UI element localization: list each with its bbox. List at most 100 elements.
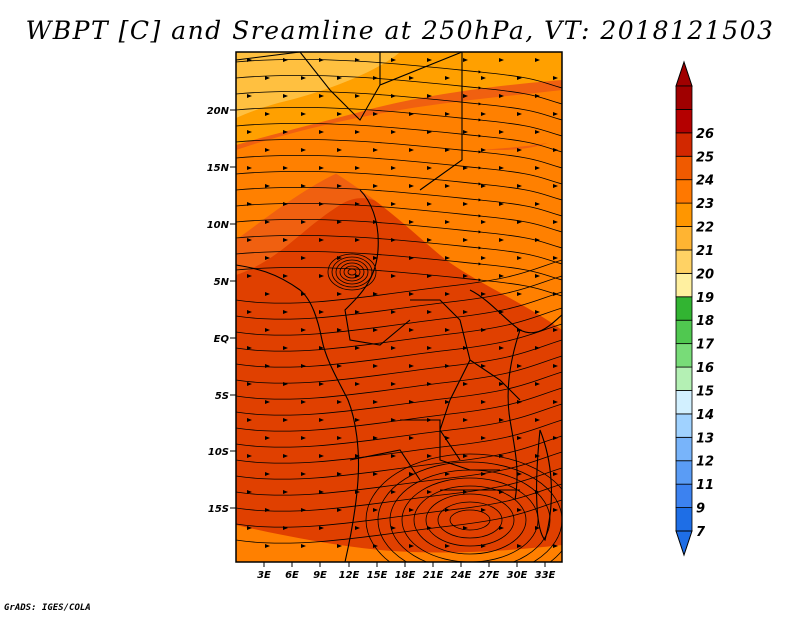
streamline-arrow (463, 346, 468, 350)
streamline-arrow (427, 346, 432, 350)
streamline-arrow (337, 544, 342, 548)
streamline-arrow (409, 364, 414, 368)
colorbar-label: 16 (696, 361, 714, 376)
streamline-arrow (427, 130, 432, 134)
colorbar-swatch (675, 390, 693, 415)
streamline (236, 499, 562, 544)
field-region-22-east (330, 135, 562, 330)
streamline-arrow (337, 400, 342, 404)
streamline-arrow (517, 472, 522, 476)
streamline-arrow (535, 346, 540, 350)
streamline-arrow (463, 310, 468, 314)
streamline-arrow (517, 544, 522, 548)
streamline-arrow (391, 526, 396, 530)
streamline-arrow (427, 238, 432, 242)
streamline-arrow (373, 328, 378, 332)
streamline-arrow (409, 256, 414, 260)
streamline-arrow (391, 58, 396, 62)
east-african-coastline (469, 289, 562, 501)
colorbar-swatch (675, 343, 693, 368)
streamline-arrow (553, 328, 558, 332)
streamline-vortex (413, 485, 527, 555)
colorbar-label: 15 (696, 384, 714, 399)
streamline-arrow (481, 292, 486, 296)
streamline-arrow (355, 454, 360, 458)
streamline-arrow (265, 292, 270, 296)
map-title: WBPT [C] and Sreamline at 250hPa, VT: 20… (25, 16, 775, 45)
streamline-arrow (391, 274, 396, 278)
streamline-arrow (355, 526, 360, 530)
streamline-arrow (373, 220, 378, 224)
lon-label: 18E (395, 570, 416, 581)
streamline-arrow (445, 256, 450, 260)
streamline (236, 106, 562, 137)
streamline-arrow (373, 292, 378, 296)
streamline-arrow (535, 94, 540, 98)
streamline-arrow (481, 184, 486, 188)
lon-label: 24E (451, 570, 472, 581)
streamline-arrow (445, 112, 450, 116)
streamline-arrow (463, 238, 468, 242)
streamline-arrow (319, 454, 324, 458)
streamline-arrow (247, 454, 252, 458)
streamline-arrow (301, 256, 306, 260)
streamline-arrow (481, 148, 486, 152)
streamline-vortex (335, 259, 369, 285)
streamline-arrow (517, 112, 522, 116)
streamline-arrow (337, 292, 342, 296)
streamline-arrow (499, 490, 504, 494)
streamline (236, 90, 562, 121)
streamline-arrow (247, 490, 252, 494)
streamline-arrow (499, 454, 504, 458)
streamline-arrow (247, 310, 252, 314)
latitude-labels: 20N 15N 10N 5N EQ 5S 10S 15S (207, 106, 236, 515)
streamline-arrow (373, 364, 378, 368)
streamline-arrow (535, 202, 540, 206)
streamline-arrow (463, 454, 468, 458)
streamline-arrow (391, 130, 396, 134)
colorbar-label: 7 (696, 525, 706, 540)
streamline-arrow (265, 220, 270, 224)
streamline-arrow (301, 112, 306, 116)
streamline-arrow (499, 274, 504, 278)
streamline-arrow (445, 184, 450, 188)
streamline-arrow (535, 166, 540, 170)
streamline-arrow (481, 472, 486, 476)
colorbar-bottom-arrow (675, 530, 693, 557)
streamline-arrow (463, 130, 468, 134)
streamline-arrow (463, 274, 468, 278)
colorbar-swatch (675, 155, 693, 181)
streamline-arrow (481, 436, 486, 440)
lat-label: 15S (208, 504, 229, 515)
field-region-22-north (236, 90, 562, 240)
longitude-labels: 3E 6E 9E 12E 15E 18E 21E 24E 27E 30E 33E (257, 562, 556, 581)
streamline (236, 122, 562, 153)
streamline-arrow (427, 526, 432, 530)
streamline-arrow (319, 526, 324, 530)
streamline (236, 74, 562, 105)
streamline-arrow (499, 418, 504, 422)
plot-frame (235, 51, 563, 563)
streamline-arrow (355, 94, 360, 98)
streamline-arrow (247, 418, 252, 422)
streamline-arrow (409, 400, 414, 404)
colorbar-label: 22 (696, 221, 714, 236)
streamline-arrow (373, 544, 378, 548)
streamline-arrow (517, 148, 522, 152)
streamline-arrow (427, 490, 432, 494)
streamline-arrow (283, 238, 288, 242)
streamline-arrow (553, 148, 558, 152)
lon-label: 3E (257, 570, 271, 581)
colorbar-swatch (675, 179, 693, 204)
streamline-arrow (265, 328, 270, 332)
streamline-arrow (553, 364, 558, 368)
streamline-arrow (517, 364, 522, 368)
colorbar-label: 17 (696, 338, 715, 353)
streamline-arrow (445, 400, 450, 404)
streamline-arrow (481, 508, 486, 512)
streamline-arrow (337, 76, 342, 80)
streamline-arrow (247, 274, 252, 278)
streamline-arrow (553, 76, 558, 80)
streamline (236, 387, 562, 432)
streamline-arrow (553, 400, 558, 404)
